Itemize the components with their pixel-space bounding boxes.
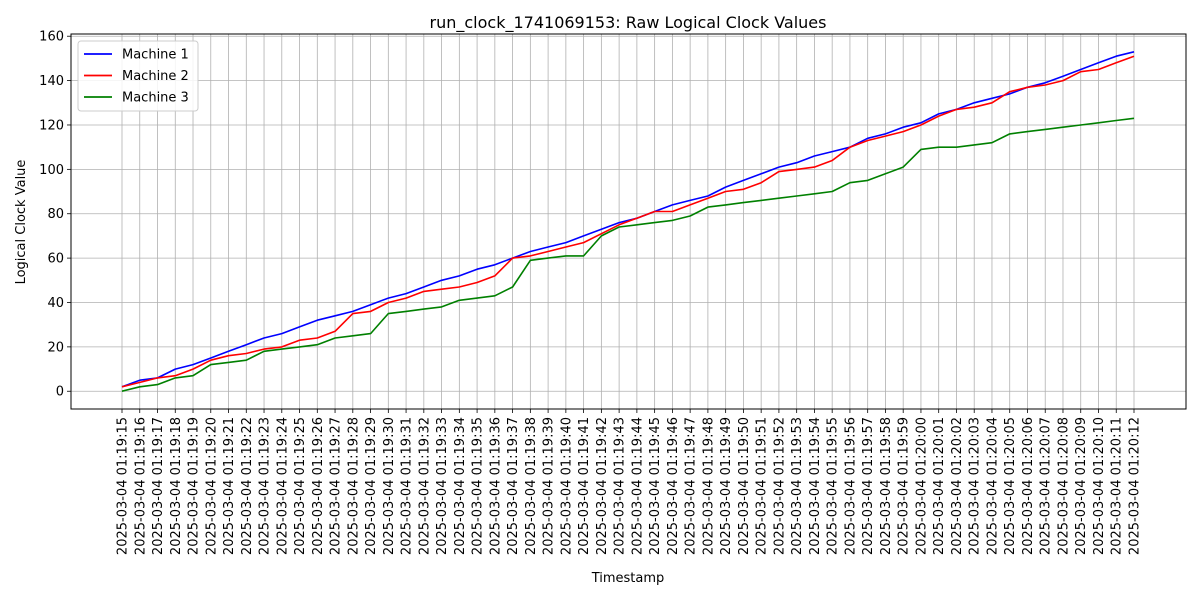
x-tick-label: 2025-03-04 01:20:10 xyxy=(1092,417,1107,555)
x-tick-label: 2025-03-04 01:19:35 xyxy=(471,417,486,555)
y-tick-label: 20 xyxy=(47,340,64,355)
chart-title: run_clock_1741069153: Raw Logical Clock … xyxy=(430,13,827,33)
x-tick-label: 2025-03-04 01:20:04 xyxy=(985,417,1000,555)
x-tick-label: 2025-03-04 01:20:02 xyxy=(950,417,965,555)
x-tick-label: 2025-03-04 01:20:07 xyxy=(1039,417,1054,555)
legend-label: Machine 1 xyxy=(122,48,189,63)
plot-frame xyxy=(70,33,1187,410)
x-tick-label: 2025-03-04 01:20:05 xyxy=(1003,417,1018,555)
x-tick-label: 2025-03-04 01:19:28 xyxy=(346,417,361,555)
legend-label: Machine 2 xyxy=(122,69,189,84)
x-tick-label: 2025-03-04 01:19:51 xyxy=(755,417,770,555)
series-line-machine-2 xyxy=(121,55,1135,388)
x-tick-label: 2025-03-04 01:19:30 xyxy=(382,417,397,555)
x-tick-label: 2025-03-04 01:19:24 xyxy=(275,417,290,555)
x-tick-label: 2025-03-04 01:20:08 xyxy=(1056,417,1071,555)
x-tick-label: 2025-03-04 01:19:59 xyxy=(897,417,912,555)
x-tick-label: 2025-03-04 01:19:25 xyxy=(293,417,308,555)
x-tick-label: 2025-03-04 01:19:46 xyxy=(666,417,681,555)
series-lines xyxy=(121,51,1135,392)
x-tick-label: 2025-03-04 01:19:15 xyxy=(116,417,131,555)
legend: Machine 1 Machine 2 Machine 3 xyxy=(77,40,199,112)
x-tick-label: 2025-03-04 01:19:21 xyxy=(222,417,237,555)
x-tick-label: 2025-03-04 01:20:12 xyxy=(1128,417,1143,555)
y-axis-label: Logical Clock Value xyxy=(14,160,29,285)
x-tick-label: 2025-03-04 01:19:36 xyxy=(488,417,503,555)
x-tick-label: 2025-03-04 01:19:42 xyxy=(595,417,610,555)
y-tick-label: 140 xyxy=(39,74,64,89)
x-tick-label: 2025-03-04 01:19:31 xyxy=(400,417,415,555)
x-tick-label: 2025-03-04 01:19:26 xyxy=(311,417,326,555)
x-tick-label: 2025-03-04 01:19:23 xyxy=(258,417,273,555)
y-tick-label: 0 xyxy=(56,385,64,400)
x-tick-label: 2025-03-04 01:19:56 xyxy=(843,417,858,555)
x-tick-label: 2025-03-04 01:19:48 xyxy=(701,417,716,555)
x-tick-label: 2025-03-04 01:19:32 xyxy=(417,417,432,555)
x-tick-label: 2025-03-04 01:19:57 xyxy=(861,417,876,555)
x-tick-label: 2025-03-04 01:19:20 xyxy=(204,417,219,555)
x-tick-label: 2025-03-04 01:19:52 xyxy=(772,417,787,555)
series-line-machine-3 xyxy=(121,117,1135,392)
y-tick-label: 60 xyxy=(47,252,64,267)
x-tick-label: 2025-03-04 01:19:16 xyxy=(133,417,148,555)
y-axis-ticks: 0 20 40 60 80 100 120 140 160 xyxy=(39,30,71,400)
x-tick-label: 2025-03-04 01:19:40 xyxy=(559,417,574,555)
x-tick-label: 2025-03-04 01:20:01 xyxy=(932,417,947,555)
y-tick-label: 120 xyxy=(39,118,64,133)
x-axis-ticks: 2025-03-04 01:19:15 2025-03-04 01:19:16 20… xyxy=(116,409,1143,555)
x-tick-label: 2025-03-04 01:19:37 xyxy=(506,417,521,555)
x-tick-label: 2025-03-04 01:19:27 xyxy=(329,417,344,555)
x-tick-label: 2025-03-04 01:19:54 xyxy=(808,417,823,555)
x-tick-label: 2025-03-04 01:19:41 xyxy=(577,417,592,555)
x-tick-label: 2025-03-04 01:19:17 xyxy=(151,417,166,555)
x-tick-label: 2025-03-04 01:19:45 xyxy=(648,417,663,555)
x-tick-label: 2025-03-04 01:19:43 xyxy=(613,417,628,555)
x-tick-label: 2025-03-04 01:20:06 xyxy=(1021,417,1036,555)
y-tick-label: 100 xyxy=(39,163,64,178)
x-axis-label: Timestamp xyxy=(591,571,665,586)
x-tick-label: 2025-03-04 01:19:38 xyxy=(524,417,539,555)
x-tick-label: 2025-03-04 01:20:00 xyxy=(914,417,929,555)
x-tick-label: 2025-03-04 01:19:22 xyxy=(240,417,255,555)
x-tick-label: 2025-03-04 01:19:33 xyxy=(435,417,450,555)
y-tick-label: 160 xyxy=(39,30,64,45)
x-tick-label: 2025-03-04 01:19:44 xyxy=(630,417,645,555)
x-tick-label: 2025-03-04 01:20:09 xyxy=(1074,417,1089,555)
x-tick-label: 2025-03-04 01:19:34 xyxy=(453,417,468,555)
x-tick-label: 2025-03-04 01:19:58 xyxy=(879,417,894,555)
x-tick-label: 2025-03-04 01:19:50 xyxy=(737,417,752,555)
x-tick-label: 2025-03-04 01:19:49 xyxy=(719,417,734,555)
x-tick-label: 2025-03-04 01:19:18 xyxy=(169,417,184,555)
x-tick-label: 2025-03-04 01:19:29 xyxy=(364,417,379,555)
x-tick-label: 2025-03-04 01:19:39 xyxy=(542,417,557,555)
x-tick-label: 2025-03-04 01:20:03 xyxy=(968,417,983,555)
grid-lines xyxy=(71,34,1186,409)
series-line-machine-1 xyxy=(121,51,1135,388)
y-tick-label: 40 xyxy=(47,296,64,311)
legend-label: Machine 3 xyxy=(122,91,189,106)
y-tick-label: 80 xyxy=(47,207,64,222)
x-tick-label: 2025-03-04 01:19:53 xyxy=(790,417,805,555)
x-tick-label: 2025-03-04 01:20:11 xyxy=(1110,417,1125,555)
x-tick-label: 2025-03-04 01:19:47 xyxy=(684,417,699,555)
x-tick-label: 2025-03-04 01:19:19 xyxy=(187,417,202,555)
legend-box xyxy=(77,40,199,112)
x-tick-label: 2025-03-04 01:19:55 xyxy=(826,417,841,555)
